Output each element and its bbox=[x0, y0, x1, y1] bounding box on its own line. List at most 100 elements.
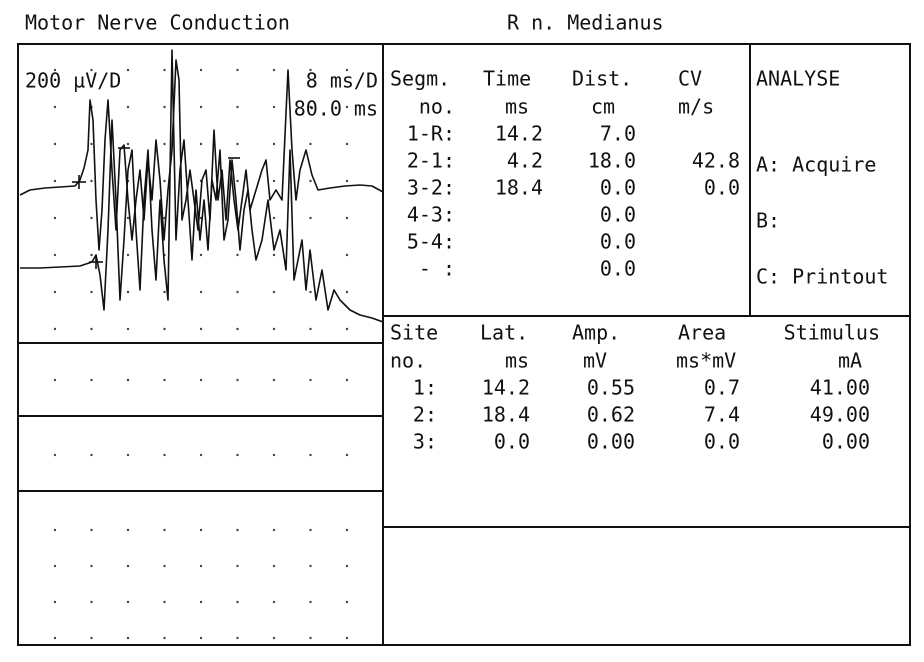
grid-dot bbox=[53, 68, 57, 72]
table-cell: 14.2 bbox=[482, 376, 530, 400]
grid-dot bbox=[126, 600, 130, 604]
grid-dot bbox=[199, 600, 203, 604]
grid-dot bbox=[53, 378, 57, 382]
table-cell: - : bbox=[419, 257, 455, 281]
table-cell: 49.00 bbox=[810, 403, 870, 427]
grid-dot bbox=[53, 600, 57, 604]
grid-dot bbox=[236, 105, 239, 109]
grid-dot bbox=[309, 453, 312, 457]
column-header: mV bbox=[583, 349, 607, 373]
grid-dot bbox=[345, 179, 349, 183]
grid-dot bbox=[345, 290, 349, 294]
grid-dot bbox=[90, 142, 93, 146]
grid-dot bbox=[199, 253, 203, 257]
table-cell: 0.00 bbox=[822, 430, 870, 454]
sweep: 80.0 ms bbox=[294, 97, 378, 121]
grid-dot bbox=[53, 142, 57, 146]
table-cell: 0.0 bbox=[494, 430, 530, 454]
grid-dot bbox=[345, 327, 349, 331]
grid-dot bbox=[163, 636, 166, 640]
grid-dot bbox=[53, 179, 57, 183]
grid-dot bbox=[236, 290, 239, 294]
grid-dot bbox=[53, 564, 57, 568]
grid-dot bbox=[53, 327, 57, 331]
grid-dot bbox=[309, 378, 312, 382]
column-header: cm bbox=[591, 95, 615, 119]
column-header: Time bbox=[483, 67, 531, 91]
menu-title: ANALYSE bbox=[756, 67, 840, 91]
grid-dot bbox=[309, 290, 312, 294]
grid-dot bbox=[272, 600, 276, 604]
table-cell: 0.0 bbox=[704, 430, 740, 454]
grid-dot bbox=[345, 378, 349, 382]
table-cell: 0.0 bbox=[600, 176, 636, 200]
waveform bbox=[19, 59, 384, 251]
menu-item[interactable]: A: Acquire bbox=[756, 153, 876, 177]
grid-dot bbox=[90, 327, 93, 331]
grid-dot bbox=[163, 105, 166, 109]
table-cell: 7.4 bbox=[704, 403, 740, 427]
grid-dot bbox=[309, 600, 312, 604]
table-cell: 14.2 bbox=[495, 122, 543, 146]
grid-dot bbox=[163, 378, 166, 382]
grid-dot bbox=[272, 564, 276, 568]
grid-dot bbox=[309, 105, 312, 109]
column-header: Segm. bbox=[390, 67, 450, 91]
grid-dot bbox=[309, 636, 312, 640]
column-header: no. bbox=[419, 95, 455, 119]
grid-dot bbox=[272, 290, 276, 294]
table-cell: 2: bbox=[413, 403, 437, 427]
table-cell: 7.0 bbox=[600, 122, 636, 146]
grid-dot bbox=[345, 105, 349, 109]
grid-dot bbox=[236, 142, 239, 146]
grid-dot bbox=[309, 528, 312, 532]
grid-dot bbox=[199, 327, 203, 331]
grid-dot bbox=[90, 216, 93, 220]
nerve-name: R n. Medianus bbox=[507, 11, 664, 35]
grid-dot bbox=[126, 378, 130, 382]
grid-dot bbox=[126, 636, 130, 640]
menu-item[interactable]: B: bbox=[756, 209, 780, 233]
grid-dot bbox=[90, 636, 93, 640]
grid-dot bbox=[309, 68, 312, 72]
table-cell: 0.7 bbox=[704, 376, 740, 400]
table-cell: 42.8 bbox=[692, 149, 740, 173]
grid-dot bbox=[53, 105, 57, 109]
column-header: Stimulus bbox=[784, 321, 880, 345]
grid-dot bbox=[272, 216, 276, 220]
grid-dot bbox=[126, 253, 130, 257]
table-cell: 3: bbox=[413, 430, 437, 454]
grid-dot bbox=[163, 327, 166, 331]
grid-dot bbox=[236, 528, 239, 532]
column-header: m/s bbox=[678, 95, 714, 119]
screen-title: Motor Nerve Conduction bbox=[25, 11, 290, 35]
grid-dot bbox=[126, 142, 130, 146]
column-header: ms*mV bbox=[676, 349, 736, 373]
table-cell: 4-3: bbox=[407, 203, 455, 227]
grid-dot bbox=[199, 68, 203, 72]
table-cell: 0.55 bbox=[587, 376, 635, 400]
grid-dot bbox=[309, 179, 312, 183]
grid-dot bbox=[163, 453, 166, 457]
table-cell: 18.0 bbox=[588, 149, 636, 173]
grid-dot bbox=[345, 68, 349, 72]
grid-dot bbox=[309, 142, 312, 146]
grid-dot bbox=[199, 564, 203, 568]
grid-dot bbox=[163, 68, 166, 72]
table-cell: 0.0 bbox=[704, 176, 740, 200]
grid-dot bbox=[236, 68, 239, 72]
grid-dot bbox=[163, 528, 166, 532]
grid-dot bbox=[126, 453, 130, 457]
grid-dot bbox=[345, 142, 349, 146]
grid-dot bbox=[53, 253, 57, 257]
grid-dot bbox=[236, 636, 239, 640]
grid-dot bbox=[90, 528, 93, 532]
table-cell: 0.0 bbox=[600, 230, 636, 254]
grid-dot bbox=[126, 68, 130, 72]
table-cell: 41.00 bbox=[810, 376, 870, 400]
column-header: Lat. bbox=[480, 321, 528, 345]
menu-item[interactable]: C: Printout bbox=[756, 265, 888, 289]
grid-dot bbox=[90, 564, 93, 568]
table-cell: 0.00 bbox=[587, 430, 635, 454]
